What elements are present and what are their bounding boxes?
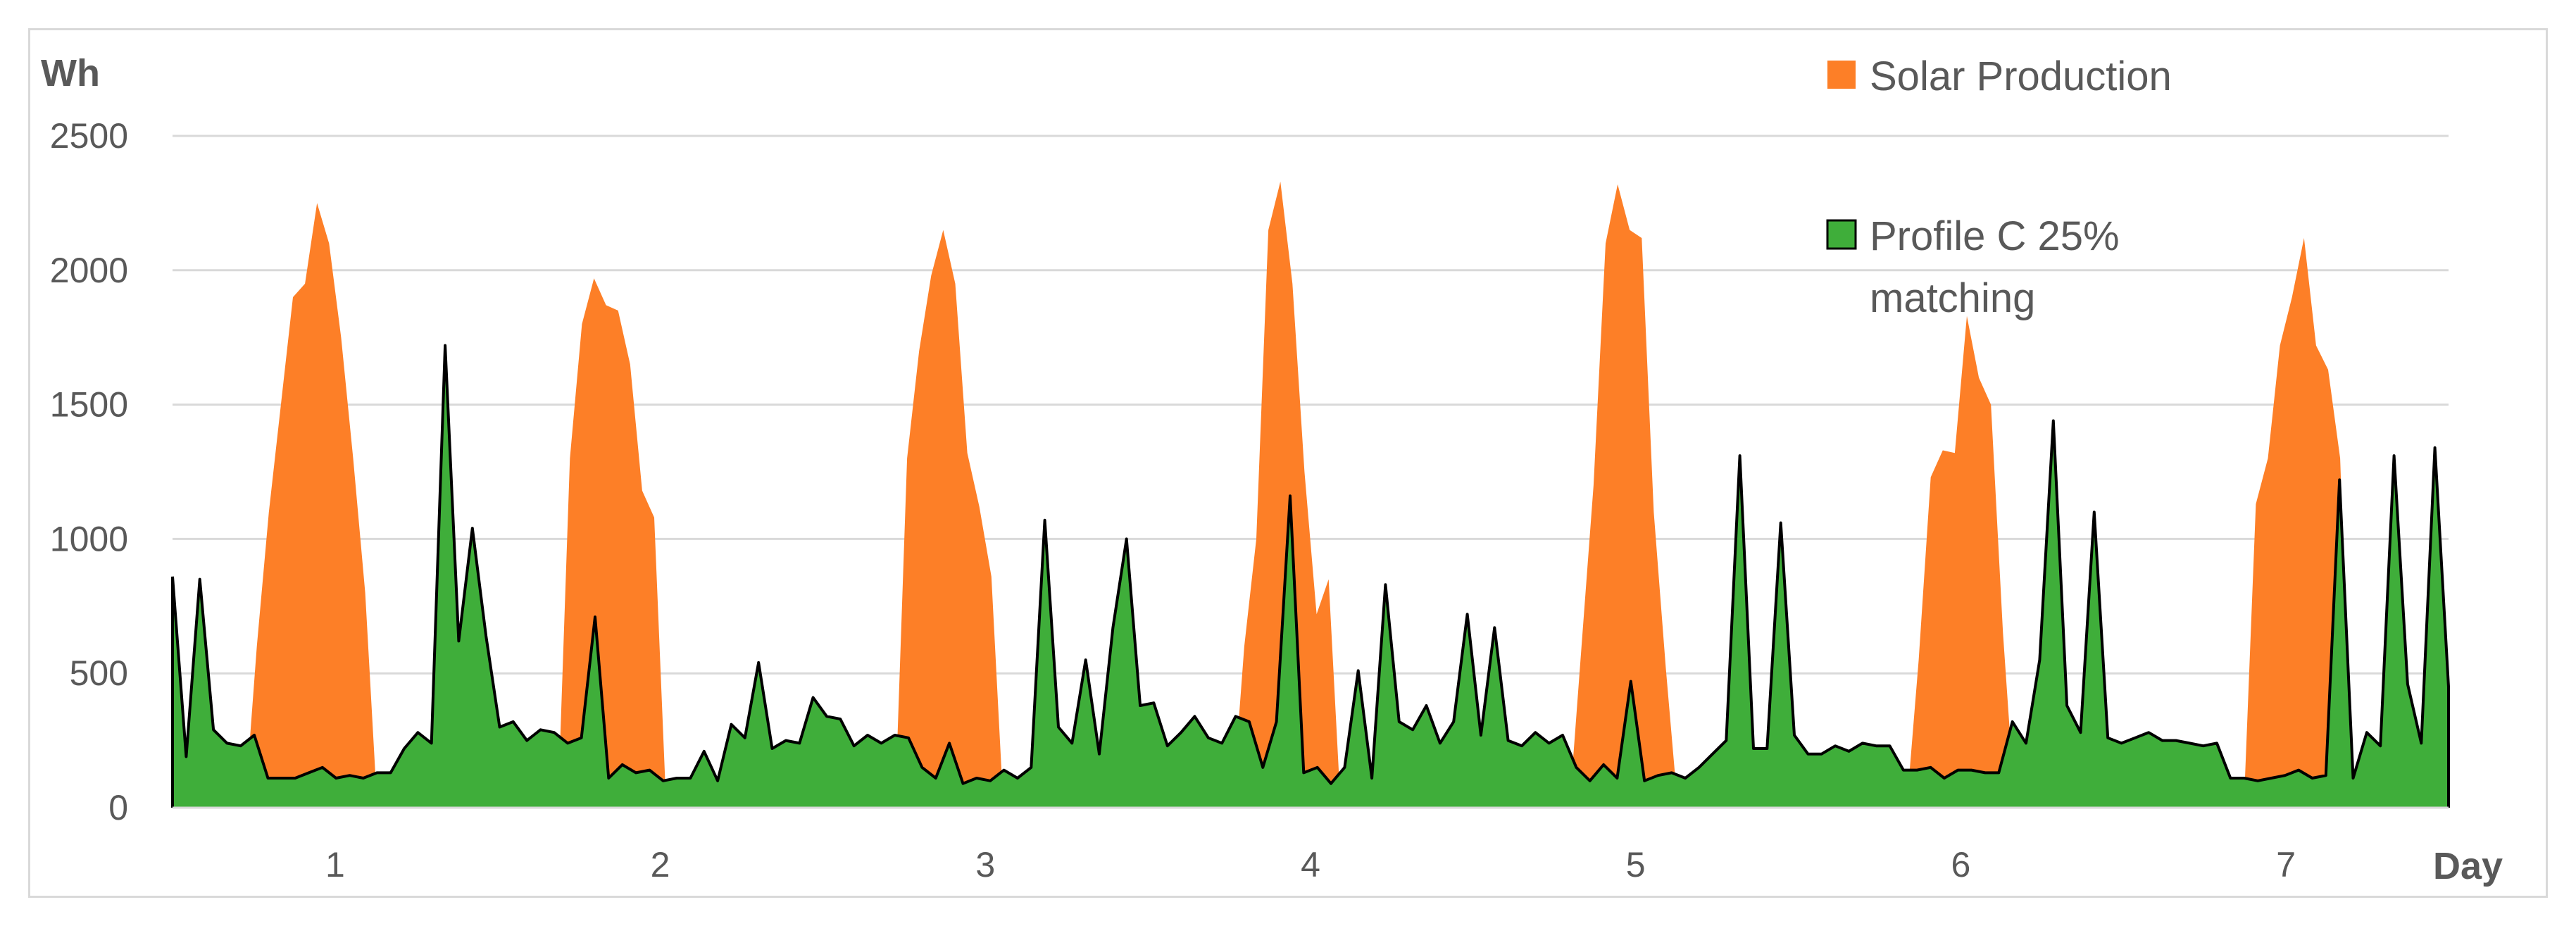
legend-label-profile-line1: Profile C 25% bbox=[1870, 213, 2120, 259]
series-line-1 bbox=[171, 344, 2450, 808]
x-tick-label-2: 2 bbox=[651, 845, 670, 884]
x-tick-label-7: 7 bbox=[2276, 845, 2296, 884]
legend-label-profile-line2: matching bbox=[1870, 275, 2035, 321]
y-tick-label-1000: 1000 bbox=[50, 519, 128, 558]
y-tick-label-1500: 1500 bbox=[50, 385, 128, 425]
legend-swatch-solar bbox=[1827, 61, 1856, 89]
series-area-1 bbox=[173, 345, 2449, 808]
x-tick-label-1: 1 bbox=[325, 845, 345, 884]
legend-label-profile: Profile C 25% matching bbox=[1870, 213, 2131, 321]
x-axis-ticks: 1 2 3 4 5 6 7 bbox=[325, 845, 2296, 884]
x-axis-title: Day bbox=[2433, 845, 2503, 887]
x-tick-label-5: 5 bbox=[1626, 845, 1646, 884]
series-areas bbox=[171, 181, 2450, 808]
y-tick-label-500: 500 bbox=[70, 653, 128, 693]
legend-swatch-profile bbox=[1826, 219, 1857, 250]
y-tick-label-2500: 2500 bbox=[50, 116, 128, 156]
legend: Solar Production Profile C 25% matching bbox=[1826, 54, 2172, 321]
x-tick-label-3: 3 bbox=[975, 845, 995, 884]
y-axis-title: Wh bbox=[41, 52, 100, 94]
grid-lines bbox=[173, 134, 2449, 675]
y-axis-ticks: 0 500 1000 1500 2000 2500 bbox=[50, 116, 128, 827]
chart-frame bbox=[28, 28, 2548, 898]
y-tick-label-0: 0 bbox=[108, 788, 128, 827]
y-tick-label-2000: 2000 bbox=[50, 251, 128, 290]
x-tick-label-4: 4 bbox=[1301, 845, 1320, 884]
series-area-0 bbox=[173, 181, 2449, 808]
x-tick-label-6: 6 bbox=[1951, 845, 1971, 884]
legend-label-solar: Solar Production bbox=[1870, 54, 2172, 99]
